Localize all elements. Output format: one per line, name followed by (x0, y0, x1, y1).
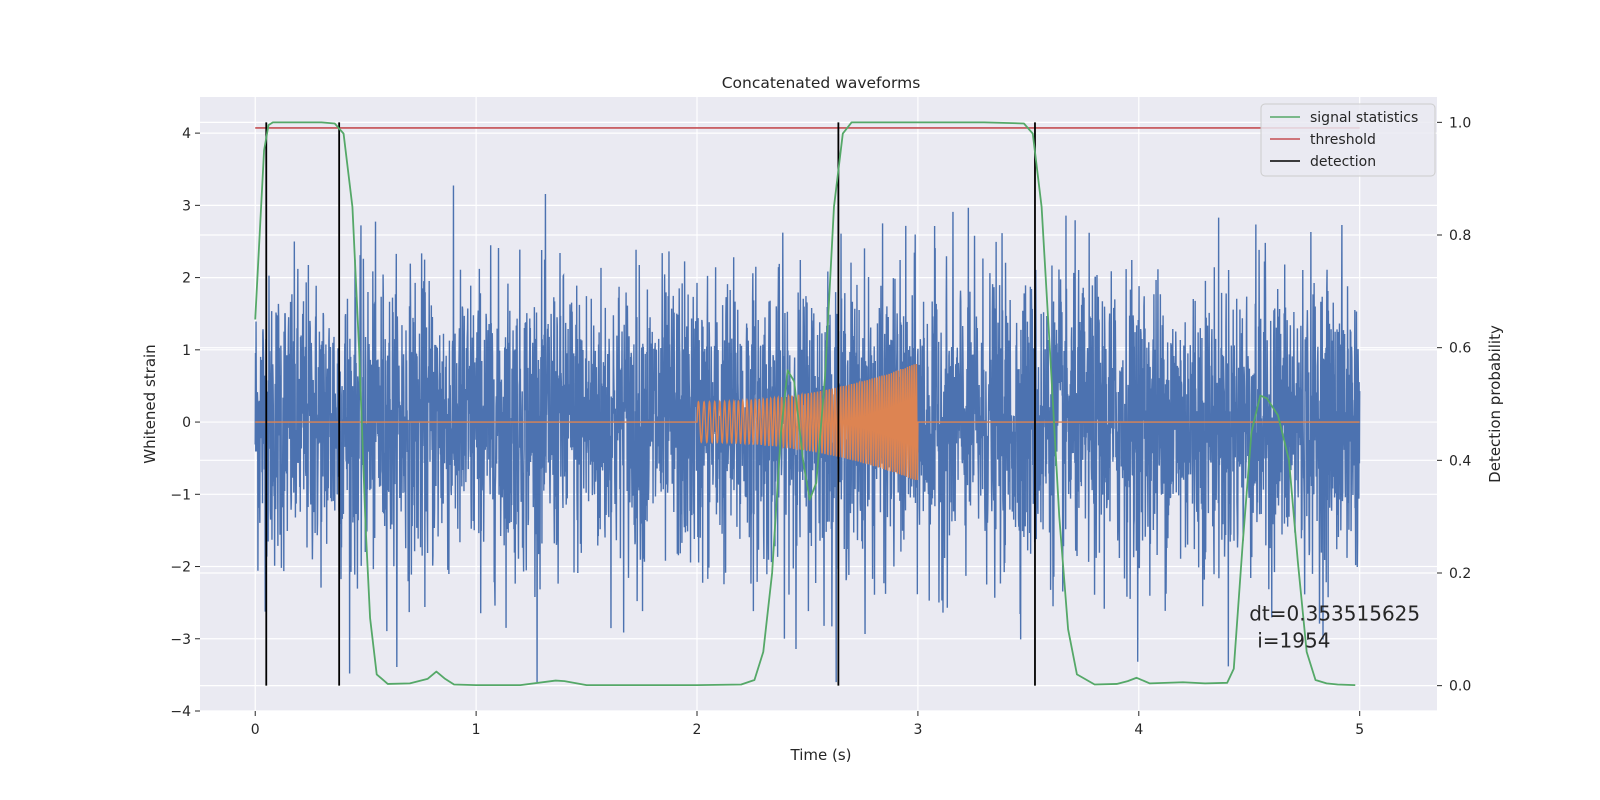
noise-series-line (254, 185, 1361, 683)
y-tick-label: 2 (182, 271, 191, 287)
x-tick-label: 4 (1134, 722, 1143, 738)
y2-axis-label: Detection probability (1486, 325, 1504, 483)
signal-statistics-line (254, 121, 1356, 686)
y-axis-label: Whitened strain (141, 344, 159, 463)
x-tick-label: 2 (693, 722, 702, 738)
y2-tick-label: 0.8 (1449, 228, 1471, 244)
annotation-index: i=1954 (1257, 628, 1330, 652)
y-tick-label: 0 (182, 415, 191, 431)
y-tick-label: 3 (182, 198, 191, 214)
x-tick-label: 5 (1355, 722, 1364, 738)
y2-tick-label: 0.6 (1449, 341, 1471, 357)
injection-series-line (255, 364, 1360, 481)
data-layer (254, 121, 1361, 686)
y-tick-label: −2 (170, 560, 191, 576)
x-tick-label: 1 (472, 722, 481, 738)
legend-box (1260, 103, 1436, 177)
y2-tick-label: 0.0 (1449, 679, 1471, 695)
y-tick-label: −4 (170, 704, 191, 720)
y2-tick-label: 1.0 (1449, 115, 1471, 131)
x-tick-label: 0 (251, 722, 260, 738)
y2-tick-label: 0.4 (1449, 453, 1471, 469)
y2-tick-label: 0.2 (1449, 566, 1471, 582)
legend-label-threshold: threshold (1310, 132, 1376, 148)
y-tick-label: −1 (170, 487, 191, 503)
x-tick-label: 3 (913, 722, 922, 738)
y-tick-label: 1 (182, 343, 191, 359)
legend-label-signal-statistics: signal statistics (1310, 110, 1418, 126)
x-axis-label: Time (s) (790, 746, 852, 764)
tick-layer: 0 1 2 3 4 5 −4 −3 −2 −1 0 1 2 3 4 0.0 0.2 0.4 0.6 0.8 1.0 (170, 115, 1471, 738)
legend: signal statistics threshold detection (1260, 103, 1436, 177)
y-tick-label: −3 (170, 632, 191, 648)
annotation-dt: dt=0.353515625 (1249, 602, 1420, 626)
legend-label-detection: detection (1310, 154, 1376, 170)
chart-title: Concatenated waveforms (722, 74, 921, 92)
y-tick-label: 4 (182, 126, 191, 142)
